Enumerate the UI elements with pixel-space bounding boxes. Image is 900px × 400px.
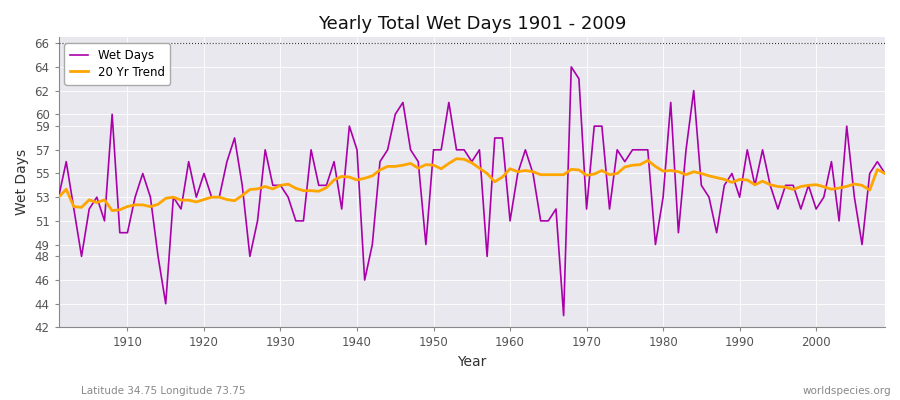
20 Yr Trend [291, 186, 302, 191]
Line: Wet Days: Wet Days [58, 67, 885, 316]
Wet Days [53, 195, 64, 200]
Wet Days [558, 313, 569, 318]
Wet Days [497, 136, 508, 140]
Wet Days [566, 64, 577, 69]
20 Yr Trend [53, 195, 64, 200]
20 Yr Trend [107, 208, 118, 213]
Legend: Wet Days, 20 Yr Trend: Wet Days, 20 Yr Trend [65, 43, 170, 84]
20 Yr Trend [122, 204, 133, 209]
20 Yr Trend [451, 156, 462, 161]
20 Yr Trend [337, 174, 347, 179]
Text: worldspecies.org: worldspecies.org [803, 386, 891, 396]
X-axis label: Year: Year [457, 355, 487, 369]
Wet Days [114, 230, 125, 235]
Y-axis label: Wet Days: Wet Days [15, 149, 29, 216]
Wet Days [328, 159, 339, 164]
Title: Yearly Total Wet Days 1901 - 2009: Yearly Total Wet Days 1901 - 2009 [318, 15, 626, 33]
20 Yr Trend [512, 169, 523, 174]
Wet Days [283, 195, 293, 200]
Line: 20 Yr Trend: 20 Yr Trend [58, 159, 885, 210]
20 Yr Trend [879, 171, 890, 176]
Wet Days [612, 148, 623, 152]
Wet Days [879, 171, 890, 176]
20 Yr Trend [612, 171, 623, 176]
20 Yr Trend [520, 168, 531, 173]
Wet Days [505, 218, 516, 223]
Text: Latitude 34.75 Longitude 73.75: Latitude 34.75 Longitude 73.75 [81, 386, 246, 396]
